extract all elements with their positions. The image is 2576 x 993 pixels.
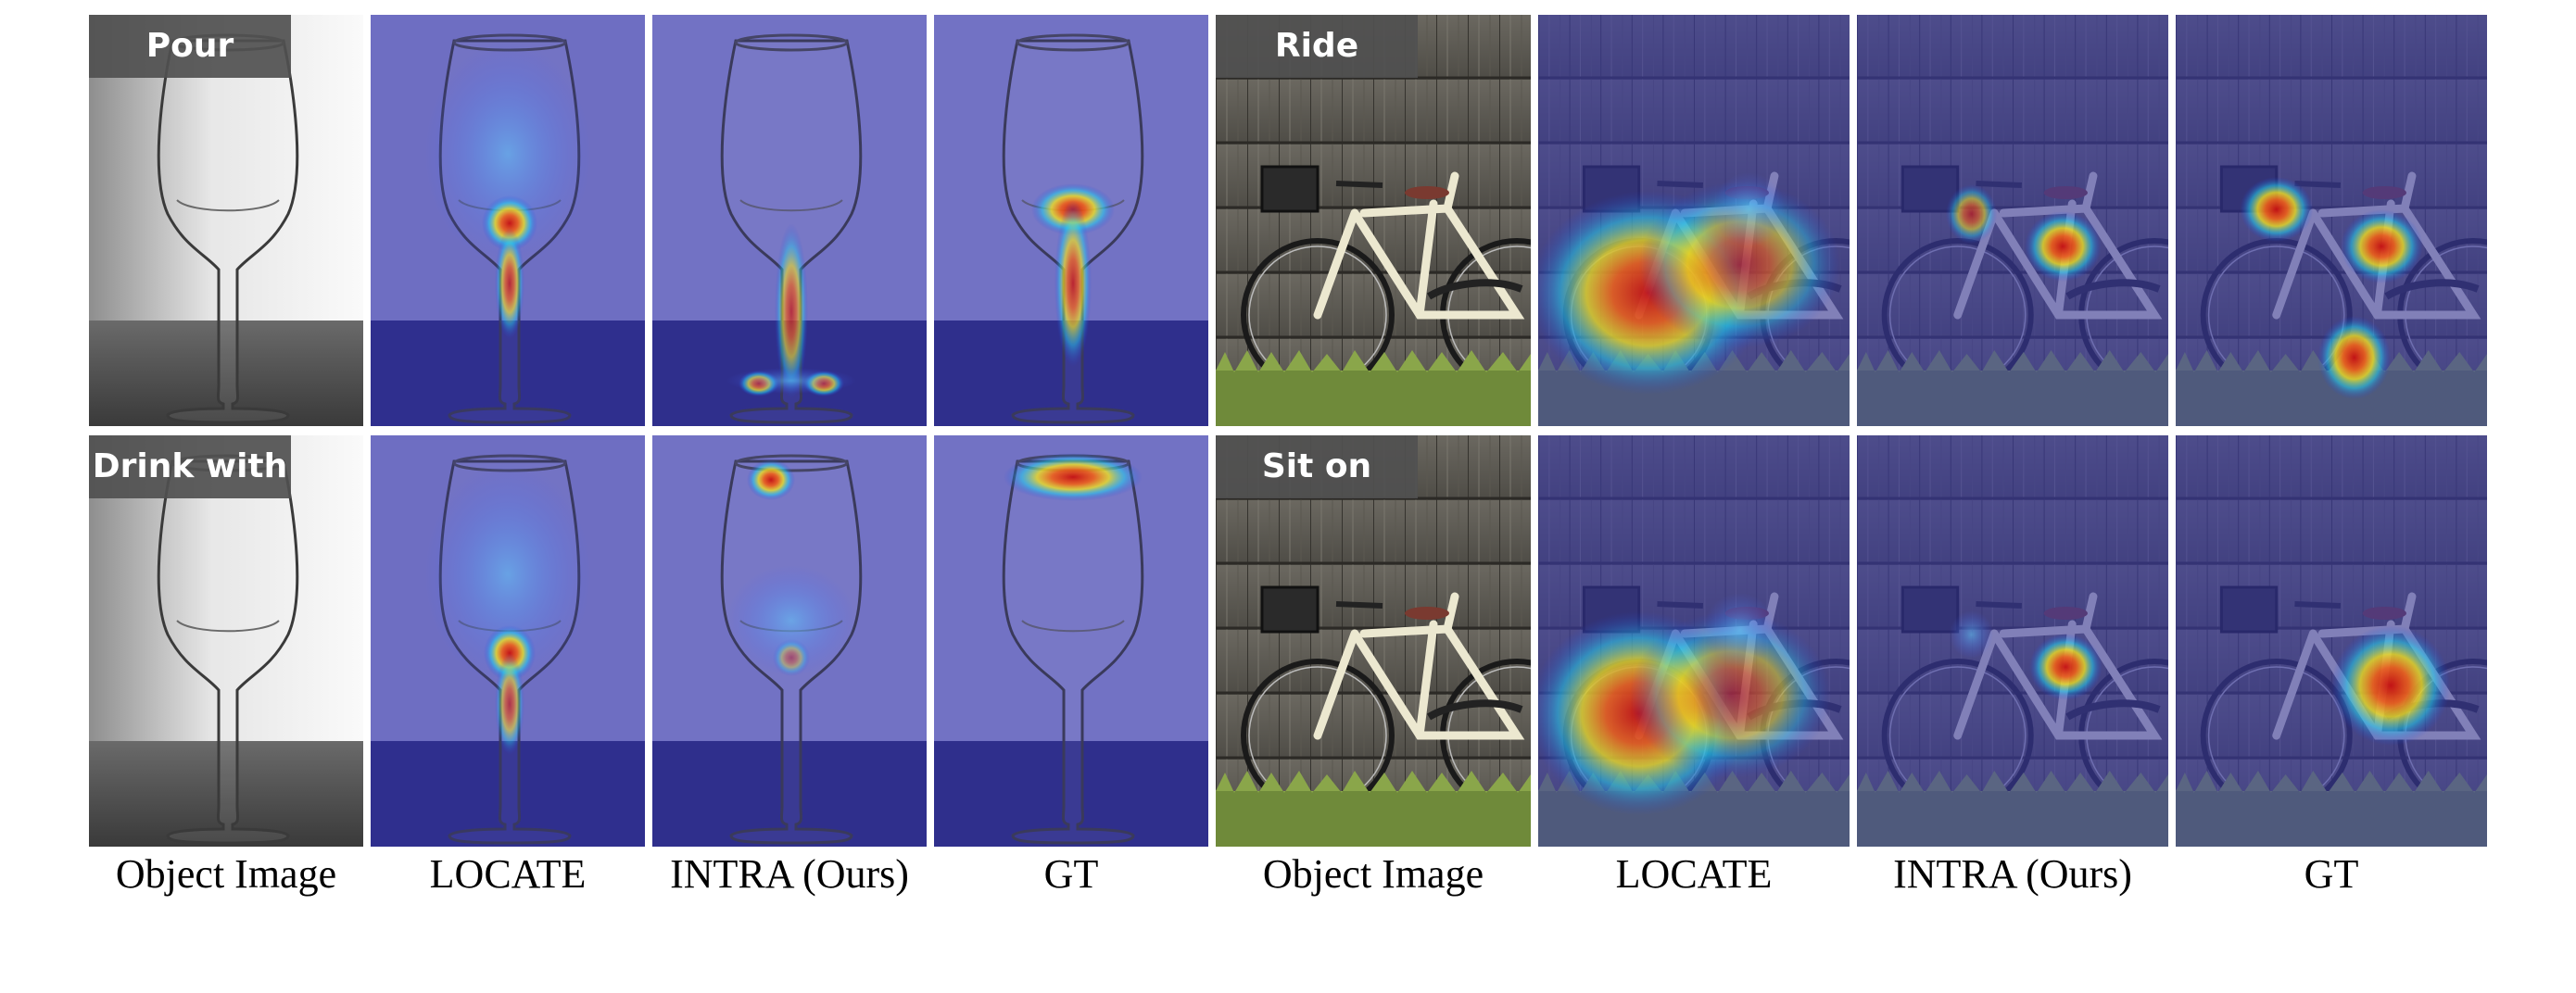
- heat-blob: [424, 463, 591, 685]
- heat-blob: [1054, 200, 1092, 367]
- panel-bike-intra-row1: [1857, 15, 2168, 426]
- heat-blob: [1004, 453, 1143, 501]
- heat-blob: [726, 368, 856, 394]
- panel-glass-gt-row1: [934, 15, 1208, 426]
- panel-bike-object-row1: Ride: [1216, 15, 1531, 426]
- column-caption-gt: GT: [1043, 851, 1099, 897]
- panel-bike-locate-row2: [1538, 435, 1850, 847]
- heat-blob: [495, 228, 524, 339]
- affordance-label-ride: Ride: [1216, 15, 1418, 78]
- heat-blob: [747, 459, 795, 500]
- affordance-label-pour: Pour: [89, 15, 291, 78]
- panel-bike-intra-row2: [1857, 435, 2168, 847]
- column-caption-gt: GT: [2304, 851, 2359, 897]
- column-caption-object-image: Object Image: [1262, 851, 1484, 897]
- column-caption-intra-ours: INTRA (Ours): [670, 851, 909, 897]
- panel-glass-intra-row1: [652, 15, 927, 426]
- heat-blob: [773, 639, 810, 676]
- heat-blob: [2340, 209, 2423, 283]
- heat-blob: [2331, 625, 2451, 746]
- heat-blob: [482, 195, 537, 251]
- heat-blob: [2240, 177, 2314, 242]
- column-caption-intra-ours: INTRA (Ours): [1893, 851, 2132, 897]
- heat-blob: [1949, 610, 1994, 659]
- panel-glass-object-row2: Drink with: [89, 435, 363, 847]
- panel-glass-object-row1: Pour: [89, 15, 363, 426]
- affordance-label-drink-with: Drink with: [89, 435, 291, 498]
- heat-blob: [2028, 634, 2102, 700]
- panel-bike-gt-row1: [2176, 15, 2487, 426]
- panel-glass-gt-row2: [934, 435, 1208, 847]
- heat-blob: [424, 43, 591, 265]
- heat-blob: [495, 653, 524, 755]
- panel-glass-locate-row1: [371, 15, 645, 426]
- heat-blob: [1711, 172, 1786, 246]
- panel-bike-object-row2: Sit on: [1216, 435, 1531, 847]
- heat-blob: [1945, 184, 1998, 244]
- column-caption-locate: LOCATE: [1615, 851, 1773, 897]
- heat-blob: [1629, 611, 1832, 778]
- heat-blob: [726, 565, 856, 676]
- panel-glass-locate-row2: [371, 435, 645, 847]
- column-caption-object-image: Object Image: [115, 851, 337, 897]
- heat-blob: [1638, 182, 1841, 348]
- column-caption-locate: LOCATE: [429, 851, 587, 897]
- heat-blob: [1702, 593, 1776, 667]
- heat-blob: [2317, 316, 2392, 399]
- heat-blob: [2024, 211, 2102, 282]
- panel-bike-gt-row2: [2176, 435, 2487, 847]
- panel-glass-intra-row2: [652, 435, 927, 847]
- panel-bike-locate-row1: [1538, 15, 1850, 426]
- heat-blob: [775, 223, 808, 399]
- affordance-label-sit-on: Sit on: [1216, 435, 1418, 498]
